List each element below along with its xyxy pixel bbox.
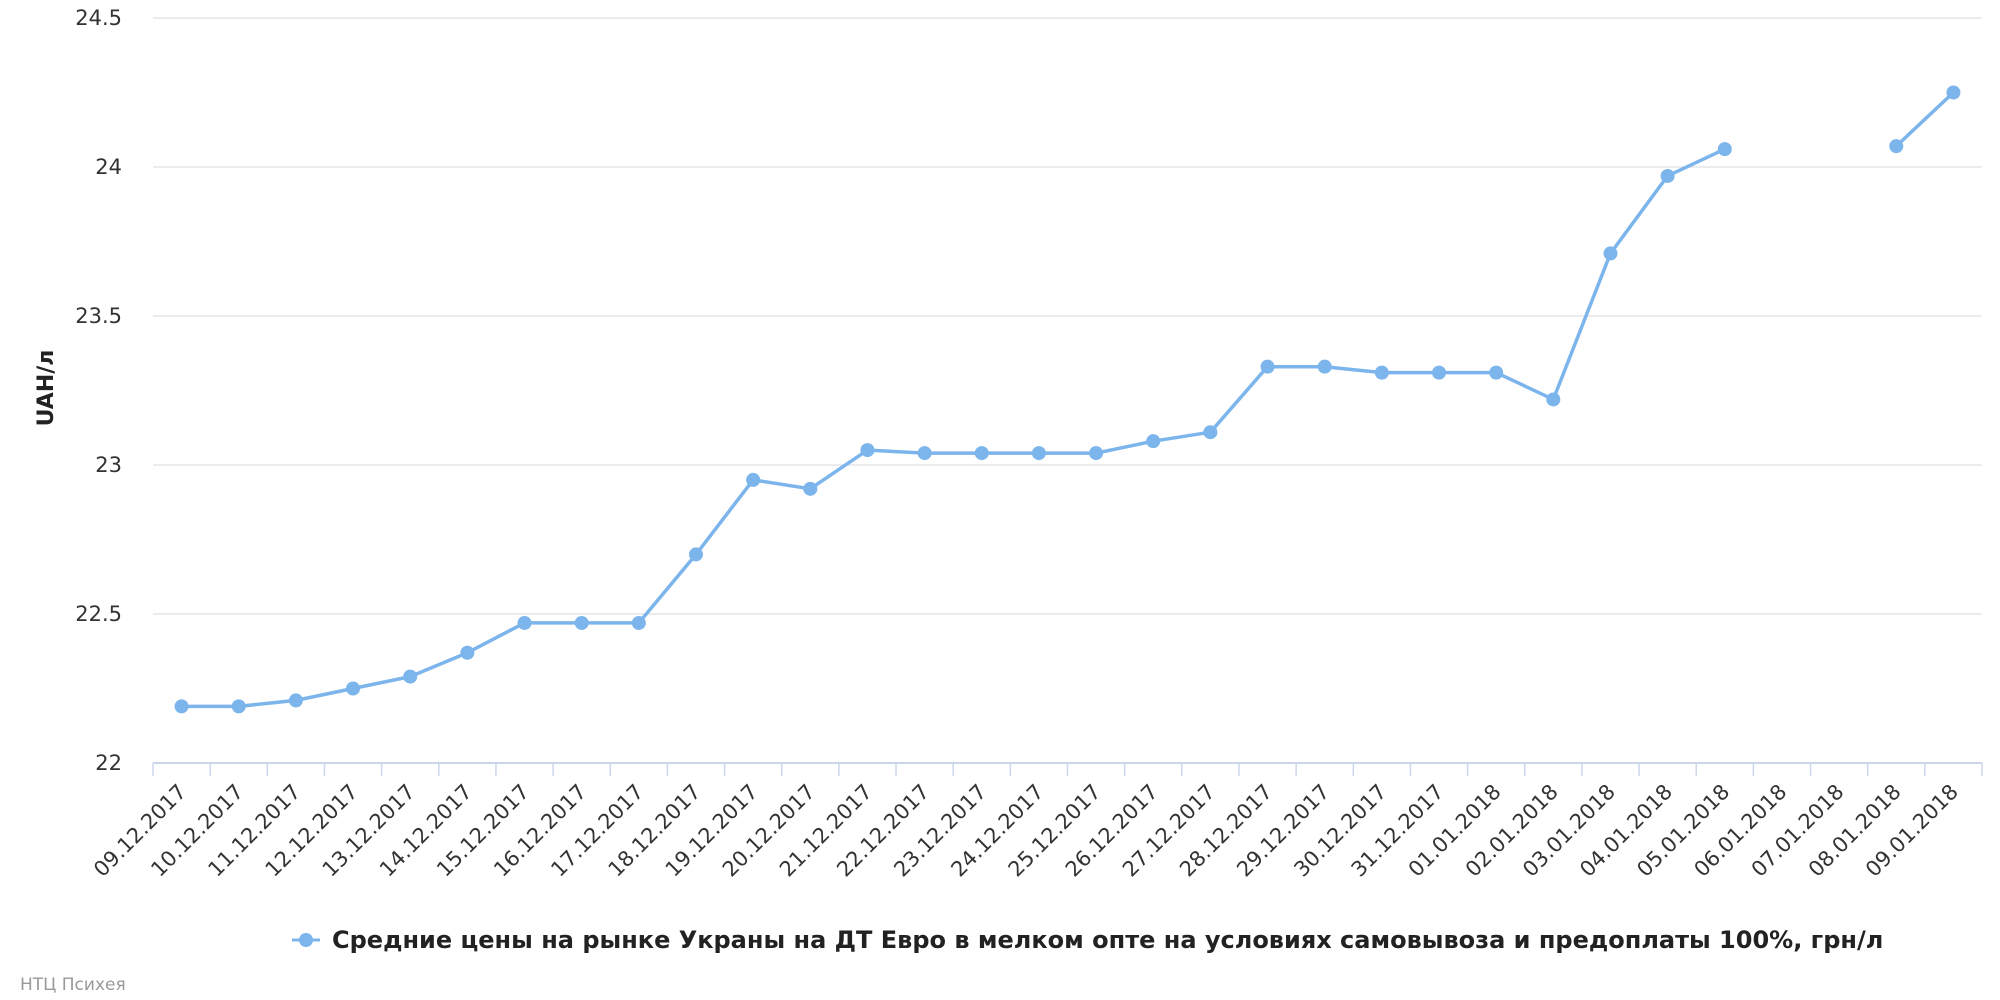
series-points xyxy=(174,85,1961,714)
data-point xyxy=(1717,142,1732,157)
data-point xyxy=(974,446,989,461)
y-tick-label: 22 xyxy=(95,751,122,775)
series-line xyxy=(179,90,1956,709)
data-point xyxy=(803,481,818,496)
data-point xyxy=(1146,434,1161,449)
data-point xyxy=(1317,359,1332,374)
data-point xyxy=(1546,392,1561,407)
data-point xyxy=(1203,425,1218,440)
credits-label: НТЦ Психея xyxy=(20,975,126,995)
data-point xyxy=(1946,85,1961,100)
data-point xyxy=(1432,365,1447,380)
data-point xyxy=(860,443,875,458)
data-point xyxy=(1260,359,1275,374)
x-axis xyxy=(152,762,1983,776)
y-tick-label: 24.5 xyxy=(75,6,122,30)
legend[interactable]: Средние цены на рынке Украны на ДТ Евро … xyxy=(292,926,1883,954)
grid-lines xyxy=(153,17,1982,615)
data-point xyxy=(460,645,475,660)
legend-label: Средние цены на рынке Украны на ДТ Евро … xyxy=(332,926,1883,954)
y-axis-title: UAH/л xyxy=(34,350,59,427)
data-point xyxy=(231,699,246,714)
y-tick-label: 24 xyxy=(95,155,122,179)
y-tick-label: 22.5 xyxy=(75,602,122,626)
data-point xyxy=(174,699,189,714)
data-point xyxy=(688,547,703,562)
data-point xyxy=(517,615,532,630)
data-point xyxy=(346,681,361,696)
legend-marker-icon xyxy=(299,933,313,947)
y-tick-label: 23.5 xyxy=(75,304,122,328)
data-point xyxy=(1089,446,1104,461)
data-point xyxy=(1374,365,1389,380)
data-point xyxy=(288,693,303,708)
data-point xyxy=(631,615,646,630)
data-point xyxy=(1660,168,1675,183)
y-axis-tick-labels: 22 22.5 23 23.5 24 24.5 xyxy=(75,6,122,775)
data-point xyxy=(1489,365,1504,380)
data-point xyxy=(1031,446,1046,461)
y-tick-label: 23 xyxy=(95,453,122,477)
data-point xyxy=(746,472,761,487)
data-point xyxy=(403,669,418,684)
series-line-path xyxy=(179,90,1956,709)
x-axis-tick-labels: 09.12.201710.12.201711.12.201712.12.2017… xyxy=(89,780,1963,882)
data-point xyxy=(1889,139,1904,154)
data-point xyxy=(1603,246,1618,261)
data-point xyxy=(917,446,932,461)
data-point xyxy=(574,615,589,630)
